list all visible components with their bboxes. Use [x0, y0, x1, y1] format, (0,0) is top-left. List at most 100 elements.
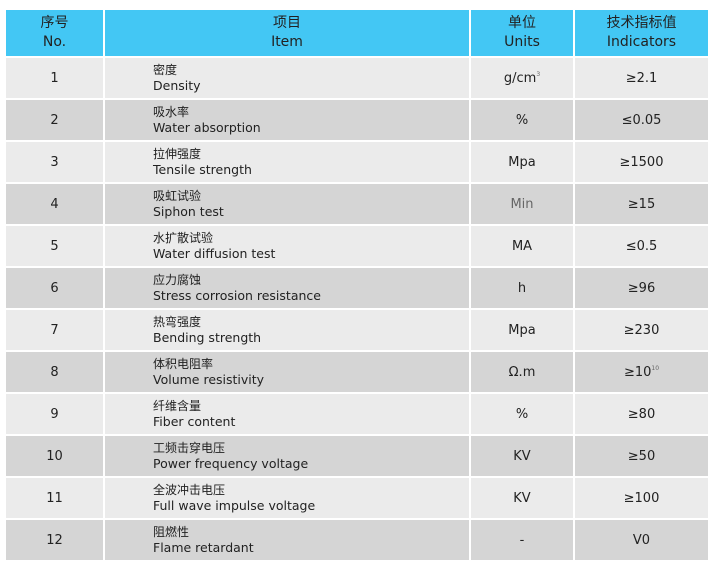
- item-en: Density: [153, 78, 201, 93]
- indicator-text: ≤0.5: [625, 238, 658, 254]
- indicator-text: ≥10: [623, 364, 652, 380]
- row-item: 纤维含量 Fiber content: [103, 392, 471, 436]
- row-indicator: ≤0.05: [573, 98, 710, 142]
- table-row: 2 吸水率 Water absorption% ≤0.05: [4, 98, 710, 142]
- item-en: Volume resistivity: [153, 372, 265, 387]
- table-row: 11 全波冲击电压 Full wave impulse voltage KV ≥100: [4, 476, 710, 520]
- row-unit: Mpa: [469, 140, 575, 184]
- indicator-text: ≥80: [627, 406, 656, 422]
- item-cn: 热弯强度: [153, 315, 202, 329]
- row-no: 11: [4, 476, 105, 520]
- row-no: 3: [4, 140, 105, 184]
- unit-text: Mpa: [508, 322, 536, 338]
- row-item: 热弯强度 Bending strength: [103, 308, 471, 352]
- header-no: 序号 No.: [4, 8, 105, 58]
- item-cn: 密度: [153, 63, 178, 77]
- item-cn: 体积电阻率: [153, 357, 214, 371]
- unit-text: -: [519, 532, 525, 548]
- item-en: Water diffusion test: [153, 246, 276, 261]
- header-ind-en: Indicators: [606, 34, 677, 50]
- row-no: 10: [4, 434, 105, 478]
- row-no: 4: [4, 182, 105, 226]
- item-cn: 工频击穿电压: [153, 441, 226, 455]
- row-item: 阻燃性 Flame retardant: [103, 518, 471, 562]
- row-no: 6: [4, 266, 105, 310]
- table-row: 7 热弯强度 Bending strength Mpa ≥230: [4, 308, 710, 352]
- item-en: Bending strength: [153, 330, 262, 345]
- row-item: 应力腐蚀 Stress corrosion resistance: [103, 266, 471, 310]
- indicator-text: ≥100: [623, 490, 660, 506]
- table-row: 9 纤维含量 Fiber content% ≥80: [4, 392, 710, 436]
- item-en: Fiber content: [153, 414, 236, 429]
- unit-sup: 3: [536, 70, 541, 78]
- row-item: 全波冲击电压 Full wave impulse voltage: [103, 476, 471, 520]
- row-no: 9: [4, 392, 105, 436]
- header-no-cn: 序号: [40, 15, 69, 31]
- unit-text: %: [515, 406, 529, 422]
- row-item: 水扩散试验 Water diffusion test: [103, 224, 471, 268]
- row-unit: KV: [469, 434, 575, 478]
- item-cn: 吸虹试验: [153, 189, 202, 203]
- item-cn: 吸水率: [153, 105, 190, 119]
- table-row: 5 水扩散试验 Water diffusion test MA ≤0.5: [4, 224, 710, 268]
- row-item: 密度 Density: [103, 56, 471, 100]
- row-unit: h: [469, 266, 575, 310]
- row-indicator: ≥15: [573, 182, 710, 226]
- row-indicator: ≥230: [573, 308, 710, 352]
- row-item: 体积电阻率 Volume resistivity: [103, 350, 471, 394]
- specs-table: 序号 No. 项目 Item 单位 Units 技术指标值 Indicators 1 密度…: [4, 8, 710, 562]
- item-cn: 应力腐蚀: [153, 273, 202, 287]
- indicator-text: ≥1500: [619, 154, 664, 170]
- row-no: 12: [4, 518, 105, 562]
- row-item: 工频击穿电压 Power frequency voltage: [103, 434, 471, 478]
- unit-text: KV: [513, 448, 531, 464]
- indicator-text: ≥96: [627, 280, 656, 296]
- item-cn: 全波冲击电压: [153, 483, 226, 497]
- item-en: Stress corrosion resistance: [153, 288, 321, 303]
- indicator-text: ≤0.05: [621, 112, 662, 128]
- item-en: Siphon test: [153, 204, 224, 219]
- unit-text: Mpa: [508, 154, 536, 170]
- header-no-en: No.: [42, 34, 67, 50]
- row-indicator: ≥96: [573, 266, 710, 310]
- header-item-en: Item: [271, 34, 303, 50]
- indicator-text: ≥15: [627, 196, 656, 212]
- table-row: 1 密度 Density g/cm3 ≥2.1: [4, 56, 710, 100]
- row-unit: Ω.m: [469, 350, 575, 394]
- row-unit: -: [469, 518, 575, 562]
- row-no: 5: [4, 224, 105, 268]
- row-no: 2: [4, 98, 105, 142]
- header-ind-cn: 技术指标值: [606, 15, 677, 31]
- item-en: Flame retardant: [153, 540, 254, 555]
- unit-text: KV: [513, 490, 531, 506]
- header-item: 项目 Item: [103, 8, 471, 58]
- header-row: 序号 No. 项目 Item 单位 Units 技术指标值 Indicators: [4, 8, 710, 58]
- item-cn: 拉伸强度: [153, 147, 202, 161]
- indicator-text: ≥50: [627, 448, 656, 464]
- table-row: 10 工频击穿电压 Power frequency voltage KV ≥50: [4, 434, 710, 478]
- header-item-cn: 项目: [273, 15, 301, 31]
- table-row: 6 应力腐蚀 Stress corrosion resistance h ≥96: [4, 266, 710, 310]
- row-indicator: V0: [573, 518, 710, 562]
- item-en: Full wave impulse voltage: [153, 498, 316, 513]
- indicator-text: V0: [632, 532, 651, 548]
- row-unit: KV: [469, 476, 575, 520]
- item-cn: 阻燃性: [153, 525, 190, 539]
- indicator-text: ≥2.1: [625, 70, 658, 86]
- row-indicator: ≥50: [573, 434, 710, 478]
- row-indicator: ≥100: [573, 476, 710, 520]
- row-item: 吸水率 Water absorption: [103, 98, 471, 142]
- row-unit: %: [469, 98, 575, 142]
- row-no: 7: [4, 308, 105, 352]
- row-unit: Mpa: [469, 308, 575, 352]
- indicator-text: ≥230: [623, 322, 660, 338]
- row-indicator: ≥80: [573, 392, 710, 436]
- table-row: 8 体积电阻率 Volume resistivity Ω.m ≥1010: [4, 350, 710, 394]
- header-units-cn: 单位: [508, 15, 536, 31]
- unit-text: Ω.m: [508, 364, 536, 380]
- unit-text: MA: [511, 238, 533, 254]
- item-cn: 纤维含量: [153, 399, 202, 413]
- header-indicators: 技术指标值 Indicators: [573, 8, 710, 58]
- row-indicator: ≤0.5: [573, 224, 710, 268]
- row-unit: Min: [469, 182, 575, 226]
